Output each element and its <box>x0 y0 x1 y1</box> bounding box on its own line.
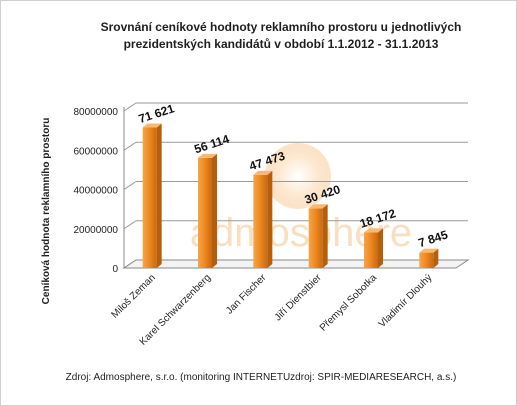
bar-front <box>198 157 212 268</box>
bar-front <box>142 127 157 268</box>
source-note: Zdroj: Admosphere, s.r.o. (monitoring IN… <box>65 372 457 383</box>
bar-top <box>419 248 439 253</box>
x-tick-label: Přemysl Sobotka <box>318 272 380 334</box>
gridline-depth <box>123 102 137 112</box>
y-tick-label: 0 <box>112 264 118 275</box>
x-tick-label: Jiří Dienstbier <box>273 272 324 323</box>
x-axis-floor <box>122 259 470 269</box>
x-tick-label: Vladimír Dlouhý <box>377 272 435 330</box>
bar <box>364 228 383 268</box>
y-tick-label: 60000000 <box>74 146 119 157</box>
watermark-glow <box>265 143 331 209</box>
bar-front <box>364 232 378 268</box>
bar-top <box>198 153 217 158</box>
gridline-depth <box>123 181 137 190</box>
bar-top <box>253 170 273 175</box>
bar-side <box>267 170 273 268</box>
bar-side <box>212 153 217 268</box>
bar <box>198 153 217 268</box>
chart-title: Srovnání ceníkové hodnoty reklamního pro… <box>61 19 501 53</box>
y-tick-label: 40000000 <box>74 186 119 197</box>
x-tick-label: Jan Fischer <box>224 272 269 317</box>
gridline-depth <box>123 141 137 151</box>
bar-side <box>433 248 439 268</box>
bar-front <box>253 174 268 268</box>
bar-front <box>419 252 434 268</box>
gridline-depth <box>123 220 137 230</box>
bar-top <box>364 228 383 233</box>
y-axis-label: Ceníková hodnota reklamního prostoru <box>41 118 52 305</box>
bar-side <box>156 123 162 268</box>
bar <box>142 123 162 268</box>
bar <box>253 170 273 268</box>
bar <box>419 248 439 268</box>
y-tick-label: 20000000 <box>74 225 119 236</box>
bar-top <box>308 204 328 209</box>
chart-title-line-1: Srovnání ceníkové hodnoty reklamního pro… <box>100 20 462 34</box>
data-label: 7 845 <box>417 227 450 250</box>
bar-side <box>378 228 383 268</box>
chart-title-line-2: prezidentských kandidátů v období 1.1.20… <box>123 37 439 51</box>
y-tick-label: 80000000 <box>74 107 119 118</box>
bar-front <box>308 208 323 268</box>
data-label: 56 114 <box>192 132 231 157</box>
bar-side <box>322 204 328 268</box>
bar <box>308 204 328 268</box>
data-label: 71 621 <box>137 101 177 126</box>
bars <box>142 123 439 268</box>
bar-top <box>142 123 162 128</box>
x-tick-label: Miloš Zeman <box>110 272 158 320</box>
